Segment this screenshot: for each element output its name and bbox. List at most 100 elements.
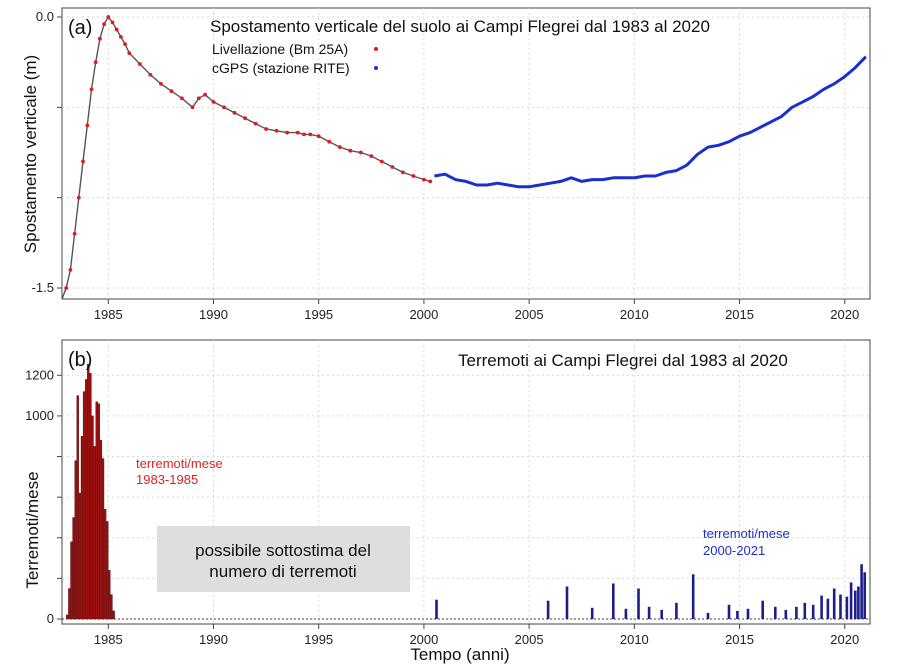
bar-1983-1985	[95, 401, 98, 620]
livellazione-point	[196, 96, 201, 101]
panel-a-y-tick-label: 0.0	[36, 9, 54, 24]
panel-b-y-axis-title: Terremoti/mese	[23, 471, 42, 588]
livellazione-point	[81, 159, 85, 164]
livellazione-point	[102, 22, 106, 27]
red-note-line-2: 1983-1985	[136, 472, 198, 487]
bar-1983-1985	[105, 521, 109, 620]
livellazione-point	[159, 81, 163, 86]
panel-a: 1985 1990 1995 2000 2005 2010 2015 2020 0.0 -1.5…	[21, 7, 871, 322]
bar-2000-2021	[845, 596, 849, 619]
bar-2000-2021	[820, 595, 823, 619]
panel-b-x-ticks: 1985 1990 1995 2000 2005 2010 2015 2020	[94, 624, 859, 647]
underestimate-box	[157, 526, 410, 592]
bar-1983-1985	[108, 570, 111, 620]
panel-a-y-tick-label: -1.5	[32, 280, 54, 295]
livellazione-point	[211, 100, 216, 104]
bar-2000-2021	[612, 583, 615, 619]
livellazione-point	[85, 123, 90, 128]
bar-2000-2021	[795, 606, 798, 619]
panel-b-y-tick-label: 1000	[25, 408, 54, 423]
bar-2000-2021	[546, 600, 550, 619]
bar-2000-2021	[624, 608, 628, 619]
panel-b-x-tick-label: 2020	[830, 632, 859, 647]
bar-2000-2021	[774, 606, 777, 619]
livellazione-point	[123, 42, 127, 46]
panel-a-y-axis-title: Spostamento verticale (m)	[21, 55, 40, 253]
panel-a-series	[61, 15, 867, 300]
cgps-line	[434, 55, 867, 189]
livellazione-point	[93, 60, 98, 65]
panel-a-x-tick-label: 1990	[199, 307, 228, 322]
livellazione-point	[422, 177, 426, 182]
livellazione-point	[348, 148, 353, 153]
panel-b-y-ticks: 0 1000 1200	[25, 367, 62, 626]
bar-1983-1985	[101, 458, 105, 620]
panel-a-y-ticks: 0.0 -1.5	[32, 9, 62, 295]
red-note-line-1: terremoti/mese	[136, 456, 223, 471]
bar-2000-2021	[565, 586, 569, 619]
bar-2000-2021	[647, 606, 651, 619]
livellazione-point	[264, 127, 268, 131]
underestimate-note-line-1: possibile sottostima del	[195, 541, 371, 560]
bar-2000-2021	[761, 600, 764, 619]
bar-2000-2021	[435, 599, 438, 619]
bar-1983-1985	[97, 403, 101, 620]
livellazione-point	[316, 134, 321, 139]
panel-b-x-tick-label: 1990	[199, 632, 228, 647]
panel-b-x-tick-label: 2005	[515, 632, 544, 647]
livellazione-point	[110, 20, 115, 25]
bar-1983-1985	[89, 373, 92, 620]
bar-2000-2021	[784, 609, 788, 619]
livellazione-point	[358, 150, 363, 155]
bar-1983-1985	[93, 446, 96, 620]
livellazione-point	[369, 154, 374, 159]
panel-a-x-tick-label: 2015	[725, 307, 754, 322]
bar-2000-2021	[839, 594, 842, 619]
livellazione-point	[379, 159, 384, 164]
panel-a-grid	[62, 8, 870, 299]
bar-1983-1985	[74, 460, 77, 620]
legend-marker-livellazione	[374, 47, 378, 51]
panel-b-y-tick-label: 0	[47, 611, 54, 626]
livellazione-point	[203, 92, 208, 97]
bar-1983-1985	[80, 436, 84, 620]
bar-1983-1985	[66, 614, 69, 620]
panel-b-grid	[62, 340, 870, 624]
panel-b-x-tick-label: 1995	[304, 632, 333, 647]
bar-2000-2021	[857, 586, 860, 619]
livellazione-point	[390, 165, 395, 169]
panel-b-bars	[66, 363, 866, 620]
bar-2000-2021	[860, 564, 863, 619]
panel-b-x-axis-title: Tempo (anni)	[410, 645, 509, 664]
panel-b-letter: (b)	[68, 349, 92, 371]
livellazione-point	[89, 87, 94, 92]
livellazione-point	[127, 51, 132, 55]
livellazione-point	[302, 132, 306, 137]
panel-a-x-tick-label: 2010	[620, 307, 649, 322]
panel-a-plot-frame	[61, 7, 871, 300]
livellazione-point	[169, 89, 174, 93]
panel-a-x-ticks: 1985 1990 1995 2000 2005 2010 2015 2020	[94, 299, 859, 322]
bar-2000-2021	[803, 602, 807, 619]
livellazione-point	[401, 170, 405, 175]
bar-2000-2021	[706, 612, 710, 619]
bar-1983-1985	[76, 395, 80, 620]
bar-2000-2021	[660, 609, 663, 619]
livellazione-point	[138, 62, 142, 66]
livellazione-point	[98, 36, 102, 41]
bar-2000-2021	[746, 608, 750, 619]
panel-b-x-tick-label: 2015	[725, 632, 754, 647]
livellazione-point	[243, 116, 248, 121]
bar-1983-1985	[103, 509, 107, 620]
livellazione-point	[222, 105, 226, 110]
panel-b-x-tick-label: 2000	[409, 632, 438, 647]
panel-a-x-tick-label: 2005	[515, 307, 544, 322]
legend-entry-cgps: cGPS (stazione RITE)	[212, 60, 350, 76]
livellazione-point	[114, 27, 119, 32]
livellazione-point	[327, 139, 332, 144]
blue-note-line-1: terremoti/mese	[703, 526, 790, 541]
panel-a-x-tick-label: 1995	[304, 307, 333, 322]
livellazione-point	[308, 132, 313, 137]
bar-2000-2021	[637, 588, 640, 619]
livellazione-point	[274, 128, 279, 133]
